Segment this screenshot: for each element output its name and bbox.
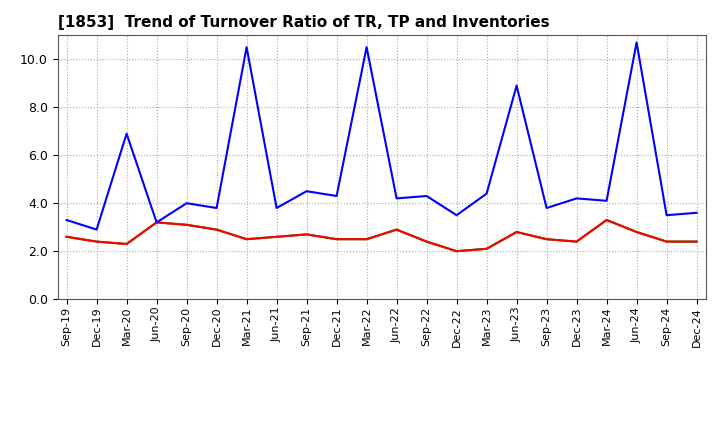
Trade Payables <box>452 213 461 218</box>
Trade Receivables <box>572 239 581 244</box>
Inventories <box>302 232 311 237</box>
Trade Receivables <box>62 234 71 239</box>
Trade Receivables <box>482 246 491 251</box>
Inventories <box>242 237 251 242</box>
Trade Payables <box>333 193 341 198</box>
Inventories <box>513 229 521 235</box>
Trade Payables <box>422 193 431 198</box>
Trade Receivables <box>513 229 521 235</box>
Inventories <box>182 222 191 227</box>
Inventories <box>662 239 671 244</box>
Trade Payables <box>513 83 521 88</box>
Inventories <box>392 227 401 232</box>
Trade Receivables <box>333 237 341 242</box>
Inventories <box>362 237 371 242</box>
Inventories <box>333 237 341 242</box>
Inventories <box>542 237 551 242</box>
Trade Payables <box>693 210 701 216</box>
Trade Payables <box>362 44 371 50</box>
Inventories <box>153 220 161 225</box>
Trade Payables <box>572 196 581 201</box>
Trade Receivables <box>122 242 131 247</box>
Trade Payables <box>632 40 641 45</box>
Trade Receivables <box>693 239 701 244</box>
Inventories <box>62 234 71 239</box>
Trade Receivables <box>632 229 641 235</box>
Trade Receivables <box>92 239 101 244</box>
Trade Receivables <box>212 227 221 232</box>
Trade Payables <box>482 191 491 196</box>
Trade Receivables <box>602 217 611 223</box>
Inventories <box>693 239 701 244</box>
Trade Payables <box>212 205 221 211</box>
Trade Payables <box>153 220 161 225</box>
Trade Receivables <box>182 222 191 227</box>
Inventories <box>602 217 611 223</box>
Trade Receivables <box>422 239 431 244</box>
Inventories <box>92 239 101 244</box>
Trade Payables <box>242 44 251 50</box>
Trade Receivables <box>392 227 401 232</box>
Trade Receivables <box>272 234 281 239</box>
Inventories <box>212 227 221 232</box>
Trade Payables <box>182 201 191 206</box>
Trade Payables <box>122 131 131 136</box>
Inventories <box>272 234 281 239</box>
Trade Payables <box>392 196 401 201</box>
Inventories <box>452 249 461 254</box>
Trade Payables <box>62 217 71 223</box>
Trade Payables <box>602 198 611 203</box>
Inventories <box>122 242 131 247</box>
Trade Payables <box>92 227 101 232</box>
Trade Receivables <box>362 237 371 242</box>
Inventories <box>572 239 581 244</box>
Line: Trade Receivables: Trade Receivables <box>66 220 697 251</box>
Text: [1853]  Trend of Turnover Ratio of TR, TP and Inventories: [1853] Trend of Turnover Ratio of TR, TP… <box>58 15 549 30</box>
Trade Receivables <box>153 220 161 225</box>
Inventories <box>632 229 641 235</box>
Trade Receivables <box>452 249 461 254</box>
Trade Payables <box>542 205 551 211</box>
Line: Inventories: Inventories <box>66 220 697 251</box>
Trade Payables <box>662 213 671 218</box>
Trade Receivables <box>242 237 251 242</box>
Trade Receivables <box>302 232 311 237</box>
Inventories <box>422 239 431 244</box>
Inventories <box>482 246 491 251</box>
Trade Payables <box>272 205 281 211</box>
Trade Receivables <box>662 239 671 244</box>
Trade Receivables <box>542 237 551 242</box>
Line: Trade Payables: Trade Payables <box>66 42 697 230</box>
Trade Payables <box>302 189 311 194</box>
